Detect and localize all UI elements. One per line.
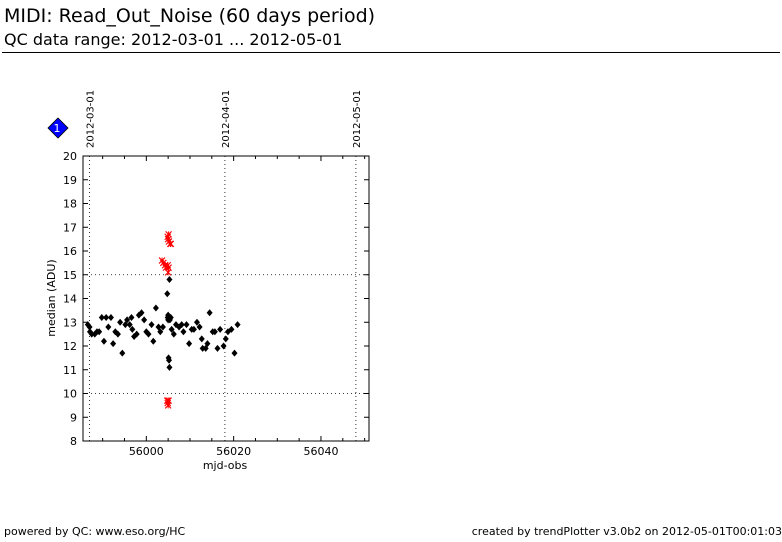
x-axis-label: mjd-obs	[203, 459, 248, 472]
data-point	[168, 325, 175, 333]
data-point	[217, 325, 224, 333]
data-point	[86, 323, 93, 331]
data-point	[141, 316, 148, 324]
data-point	[183, 321, 190, 329]
date-marker-label: 2012-05-01	[352, 90, 363, 148]
y-tick-label: 8	[70, 435, 77, 448]
y-tick-label: 19	[63, 174, 77, 187]
data-point	[114, 330, 121, 338]
data-point	[96, 328, 103, 336]
date-marker-lines: 2012-03-01 2012-04-01 2012-05-01	[86, 90, 363, 441]
data-point	[138, 309, 145, 317]
data-point	[198, 335, 205, 343]
data-point	[126, 321, 133, 329]
data-point	[186, 340, 193, 348]
data-point	[152, 304, 159, 312]
blue-diamond-marker-icon	[47, 117, 69, 139]
y-tick-label: 16	[63, 245, 77, 258]
data-point	[145, 330, 152, 338]
data-point	[103, 314, 110, 321]
data-point	[196, 323, 203, 331]
data-point	[105, 323, 112, 331]
data-point	[107, 314, 114, 321]
y-tick-label: 10	[63, 388, 77, 401]
data-point	[220, 342, 227, 350]
badge-label: 1	[54, 122, 61, 135]
outlier-point	[167, 240, 175, 248]
data-point	[117, 318, 124, 326]
data-point	[166, 276, 173, 283]
data-point	[129, 325, 136, 333]
data-point	[234, 321, 241, 329]
data-point	[150, 337, 157, 345]
data-point	[148, 321, 155, 329]
data-point	[180, 328, 187, 336]
data-point	[110, 340, 117, 348]
data-point	[166, 356, 173, 364]
data-point	[98, 314, 105, 321]
footer-created-by: created by trendPlotter v3.0b2 on 2012-0…	[471, 525, 782, 538]
data-point	[166, 363, 173, 371]
y-tick-label: 20	[63, 150, 77, 163]
data-point	[157, 328, 164, 336]
data-point	[193, 318, 200, 326]
data-point	[199, 344, 206, 352]
header-divider	[2, 52, 780, 53]
data-point	[214, 344, 221, 352]
y-tick-label: 18	[63, 198, 77, 211]
data-point	[211, 328, 218, 336]
y-tick-label: 15	[63, 269, 77, 282]
data-point	[133, 330, 140, 338]
data-point	[100, 337, 107, 345]
footer-powered-by: powered by QC: www.eso.org/HC	[4, 525, 186, 538]
data-point	[119, 349, 126, 357]
data-point	[231, 349, 238, 357]
data-point	[167, 314, 174, 321]
plot-frame	[82, 155, 370, 442]
y-tick-label: 11	[63, 364, 77, 377]
data-point	[206, 309, 213, 317]
data-point	[228, 325, 235, 333]
y-tick-label: 17	[63, 221, 77, 234]
data-point	[128, 314, 135, 321]
x-tick-label: 56040	[303, 445, 338, 458]
outlier-point	[165, 230, 173, 238]
y-tick-label: 12	[63, 340, 77, 353]
data-point	[178, 321, 185, 329]
data-point	[190, 325, 197, 333]
y-axis-label: median (ADU)	[45, 259, 58, 336]
outlier-point	[165, 397, 173, 405]
data-points	[84, 230, 241, 409]
badge-marker: 1	[47, 117, 69, 139]
page-title: MIDI: Read_Out_Noise (60 days period)	[4, 5, 376, 27]
plot-axes: 8 9 10 11 12 13 14 15 16 17 18 19 20 56000 56020 56040	[63, 150, 370, 458]
reference-lines	[83, 274, 369, 394]
x-tick-label: 56020	[216, 445, 251, 458]
y-tick-label: 9	[70, 411, 77, 424]
data-point	[204, 340, 211, 348]
x-tick-label: 56000	[129, 445, 164, 458]
date-marker-label: 2012-03-01	[86, 90, 97, 148]
page-subtitle: QC data range: 2012-03-01 ... 2012-05-01	[4, 30, 343, 49]
outlier-point	[165, 264, 173, 272]
data-point	[222, 335, 229, 343]
y-tick-label: 14	[63, 293, 77, 306]
data-point	[88, 330, 95, 338]
date-marker-label: 2012-04-01	[221, 90, 232, 148]
data-point	[159, 323, 166, 331]
data-point	[170, 330, 177, 338]
data-point	[124, 316, 131, 324]
data-point	[164, 290, 171, 298]
y-tick-label: 13	[63, 316, 77, 329]
